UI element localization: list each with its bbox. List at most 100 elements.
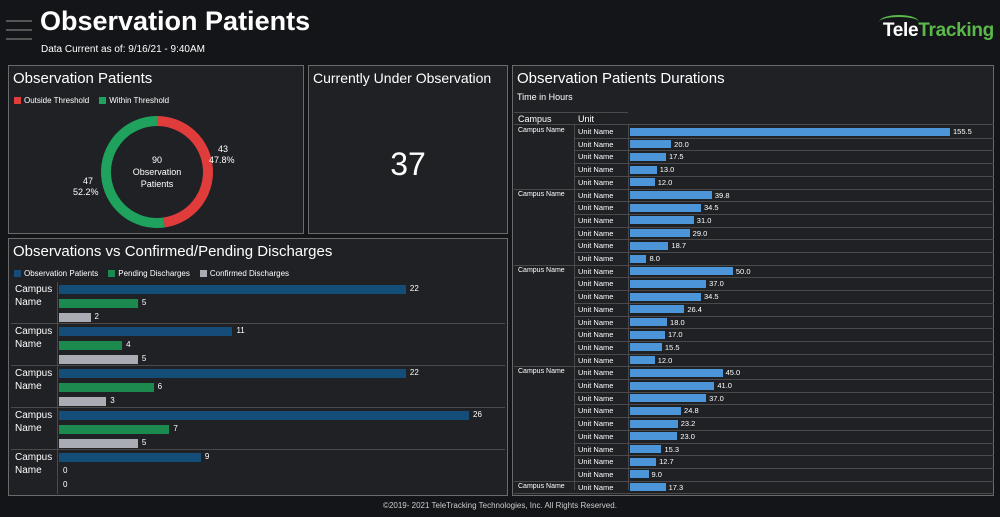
duration-row[interactable]: Unit Name 12.0 bbox=[514, 354, 994, 367]
legend-item-outside[interactable]: Outside Threshold bbox=[14, 96, 89, 105]
unit-name-cell: Unit Name bbox=[578, 165, 614, 175]
legend-item-within[interactable]: Within Threshold bbox=[99, 96, 169, 105]
duration-bar[interactable] bbox=[630, 368, 723, 377]
bar-group: Campus Name 26 7 5 bbox=[11, 408, 505, 450]
duration-bar[interactable] bbox=[630, 343, 662, 352]
duration-row[interactable]: Unit Name 41.0 bbox=[514, 379, 994, 392]
duration-bar[interactable] bbox=[630, 305, 685, 314]
duration-row[interactable]: Unit Name 34.5 bbox=[514, 201, 994, 214]
duration-row[interactable]: Unit Name 8.0 bbox=[514, 252, 994, 265]
duration-bar[interactable] bbox=[630, 254, 647, 263]
duration-row[interactable]: Unit Name 31.0 bbox=[514, 214, 994, 227]
duration-row[interactable]: Campus Name Unit Name 45.0 bbox=[514, 366, 994, 379]
row-divider bbox=[574, 201, 994, 203]
legend-label: Pending Discharges bbox=[118, 269, 190, 278]
duration-bar[interactable] bbox=[630, 419, 678, 428]
duration-bar[interactable] bbox=[630, 267, 733, 276]
bar-confirmed-discharges[interactable] bbox=[59, 397, 107, 406]
duration-row[interactable]: Unit Name 17.5 bbox=[514, 150, 994, 163]
row-divider bbox=[574, 442, 994, 444]
duration-bar[interactable] bbox=[630, 318, 668, 326]
duration-row[interactable]: Unit Name 26.4 bbox=[514, 303, 994, 316]
duration-bar[interactable] bbox=[630, 140, 672, 149]
duration-row[interactable]: Unit Name 34.5 bbox=[514, 290, 994, 303]
duration-row[interactable]: Campus Name Unit Name 155.5 bbox=[514, 125, 994, 138]
bar-pending-discharges[interactable] bbox=[59, 425, 170, 434]
duration-bar[interactable] bbox=[630, 330, 665, 339]
duration-row[interactable]: Unit Name 17.0 bbox=[514, 328, 994, 341]
row-divider bbox=[574, 417, 994, 419]
duration-row[interactable]: Unit Name 15.3 bbox=[514, 443, 994, 456]
duration-bar[interactable] bbox=[630, 127, 950, 136]
unit-name-cell: Unit Name bbox=[578, 279, 614, 289]
duration-bar[interactable] bbox=[630, 406, 682, 415]
duration-row[interactable]: Campus Name Unit Name 50.0 bbox=[514, 265, 994, 278]
duration-row[interactable]: Unit Name 18.0 bbox=[514, 316, 994, 329]
bar-pending-discharges[interactable] bbox=[59, 383, 154, 392]
discharges-legend: Observation Patients Pending Discharges … bbox=[14, 269, 299, 278]
unit-name-cell: Unit Name bbox=[578, 342, 614, 352]
legend-item-pending[interactable]: Pending Discharges bbox=[108, 269, 190, 278]
duration-bar[interactable] bbox=[630, 241, 669, 250]
bar-group: Campus Name 22 6 3 bbox=[11, 366, 505, 408]
duration-bar[interactable] bbox=[630, 445, 662, 453]
duration-bar[interactable] bbox=[630, 394, 707, 403]
duration-bar[interactable] bbox=[630, 216, 694, 225]
duration-bar[interactable] bbox=[630, 203, 701, 212]
duration-bar[interactable] bbox=[630, 229, 690, 238]
duration-value-label: 23.0 bbox=[680, 431, 695, 441]
duration-bar[interactable] bbox=[630, 292, 701, 301]
duration-bar[interactable] bbox=[630, 178, 655, 187]
duration-bar[interactable] bbox=[630, 381, 715, 390]
duration-row[interactable]: Unit Name 37.0 bbox=[514, 277, 994, 290]
duration-bar[interactable] bbox=[630, 470, 649, 479]
bar-value-label: 6 bbox=[157, 382, 163, 391]
duration-row[interactable]: Unit Name 23.0 bbox=[514, 430, 994, 443]
bar-confirmed-discharges[interactable] bbox=[59, 355, 138, 364]
duration-bar[interactable] bbox=[630, 356, 655, 365]
bar-observation-patients[interactable] bbox=[59, 327, 233, 336]
menu-icon[interactable] bbox=[6, 20, 32, 42]
duration-row[interactable]: Unit Name 24.8 bbox=[514, 404, 994, 417]
duration-row[interactable]: Unit Name 12.0 bbox=[514, 176, 994, 189]
bar-pending-discharges[interactable] bbox=[59, 341, 123, 350]
duration-row[interactable]: Campus Name Unit Name 39.8 bbox=[514, 189, 994, 202]
bar-observation-patients[interactable] bbox=[59, 285, 406, 294]
duration-bar[interactable] bbox=[630, 191, 712, 199]
duration-bar[interactable] bbox=[630, 457, 657, 466]
duration-row[interactable]: Unit Name 9.0 bbox=[514, 468, 994, 481]
duration-row[interactable]: Unit Name 29.0 bbox=[514, 227, 994, 240]
duration-row[interactable]: Unit Name 18.7 bbox=[514, 239, 994, 252]
bar-confirmed-discharges[interactable] bbox=[59, 439, 138, 448]
duration-row[interactable]: Campus Name Unit Name 17.3 bbox=[514, 481, 994, 494]
duration-row[interactable]: Unit Name 37.0 bbox=[514, 392, 994, 405]
legend-item-confirmed[interactable]: Confirmed Discharges bbox=[199, 269, 289, 278]
donut-slice-outside-threshold[interactable] bbox=[157, 116, 214, 228]
donut-slice-within-threshold[interactable] bbox=[101, 116, 165, 228]
column-header-unit[interactable]: Unit bbox=[578, 114, 595, 124]
bar-value-label: 22 bbox=[409, 368, 419, 377]
row-divider bbox=[574, 404, 994, 406]
unit-name-cell: Unit Name bbox=[578, 139, 614, 149]
bar-value-label: 2 bbox=[94, 312, 99, 321]
duration-bar[interactable] bbox=[630, 165, 657, 174]
unit-name-cell: Unit Name bbox=[578, 266, 614, 276]
duration-row[interactable]: Unit Name 12.7 bbox=[514, 455, 994, 468]
column-header-campus[interactable]: Campus bbox=[518, 114, 552, 124]
bar-observation-patients[interactable] bbox=[59, 411, 469, 420]
bar-observation-patients[interactable] bbox=[59, 453, 201, 462]
duration-bar[interactable] bbox=[630, 279, 707, 288]
legend-item-observation[interactable]: Observation Patients bbox=[14, 269, 98, 278]
bar-observation-patients[interactable] bbox=[59, 369, 406, 378]
duration-row[interactable]: Unit Name 13.0 bbox=[514, 163, 994, 176]
duration-row[interactable]: Unit Name 15.5 bbox=[514, 341, 994, 354]
duration-bar[interactable] bbox=[630, 432, 678, 441]
duration-bar[interactable] bbox=[630, 483, 666, 492]
row-divider bbox=[514, 480, 994, 482]
donut-chart[interactable] bbox=[97, 112, 217, 232]
duration-bar[interactable] bbox=[630, 152, 666, 161]
duration-row[interactable]: Unit Name 20.0 bbox=[514, 138, 994, 151]
duration-row[interactable]: Unit Name 23.2 bbox=[514, 417, 994, 430]
bar-pending-discharges[interactable] bbox=[59, 299, 138, 308]
bar-confirmed-discharges[interactable] bbox=[59, 313, 91, 322]
